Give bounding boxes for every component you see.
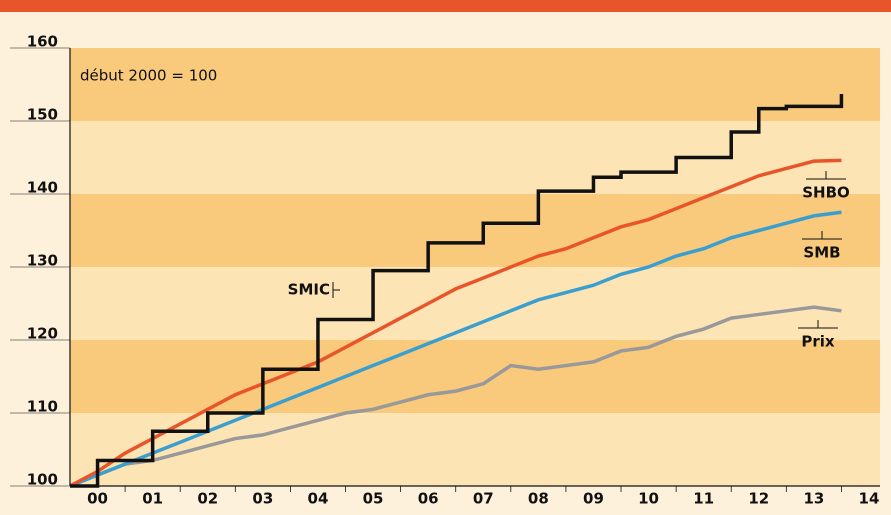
y-tick-label: 140 — [27, 179, 58, 197]
y-tick-label: 150 — [27, 106, 58, 124]
x-tick-label: 14 — [859, 490, 880, 508]
x-tick-label: 05 — [363, 490, 384, 508]
y-tick-label: 110 — [27, 398, 58, 416]
y-tick-label: 100 — [27, 471, 58, 489]
x-tick-label: 07 — [473, 490, 494, 508]
x-tick-label: 01 — [142, 490, 163, 508]
annotation: début 2000 = 100 — [80, 67, 217, 85]
series-label: SMB — [803, 244, 840, 262]
band — [70, 267, 880, 340]
series-line — [69, 305, 842, 488]
series-label: SMIC — [288, 281, 330, 299]
x-tick-label: 13 — [803, 490, 824, 508]
band — [70, 413, 880, 486]
x-tick-label: 04 — [308, 490, 329, 508]
x-tick-label: 06 — [418, 490, 439, 508]
x-tick-label: 03 — [252, 490, 273, 508]
x-tick-label: 11 — [693, 490, 714, 508]
series-label: Prix — [801, 333, 835, 351]
x-tick-label: 09 — [583, 490, 604, 508]
band — [70, 48, 880, 121]
series-line — [70, 93, 844, 488]
series-label: SHBO — [802, 184, 850, 202]
x-tick-label: 12 — [748, 490, 769, 508]
band — [70, 194, 880, 267]
x-tick-label: 00 — [87, 490, 108, 508]
y-tick-label: 160 — [27, 33, 58, 51]
x-tick-label: 08 — [528, 490, 549, 508]
x-tick-label: 10 — [638, 490, 659, 508]
band — [70, 340, 880, 413]
top-bar — [0, 0, 891, 12]
x-tick-label: 02 — [197, 490, 218, 508]
series-line — [69, 158, 842, 488]
series-line — [69, 210, 842, 488]
y-tick-label: 130 — [27, 252, 58, 270]
y-tick-label: 120 — [27, 325, 58, 343]
